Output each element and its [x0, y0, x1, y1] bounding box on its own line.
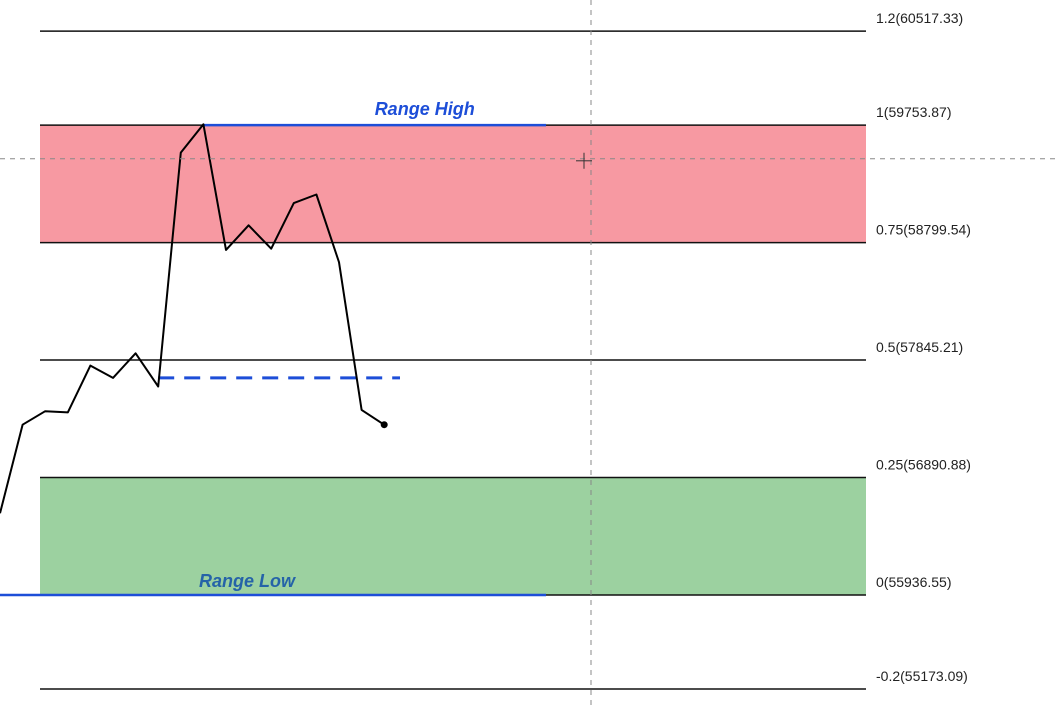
fib-level-label: -0.2(55173.09)	[876, 668, 968, 684]
fib-level-label: 0.5(57845.21)	[876, 339, 963, 355]
fib-level-label: 0.25(56890.88)	[876, 457, 971, 473]
range-high-label: Range High	[375, 99, 475, 119]
fib-level-label: 1(59753.87)	[876, 104, 952, 120]
zone-premium	[40, 125, 866, 243]
fib-level-label: 0.75(58799.54)	[876, 222, 971, 238]
fib-level-label: 1.2(60517.33)	[876, 10, 963, 26]
zone-discount	[40, 477, 866, 596]
range-low-label: Range Low	[199, 571, 296, 591]
last-price-dot	[380, 421, 388, 429]
fib-level-label: 0(55936.55)	[876, 574, 952, 590]
price-series-line[interactable]	[0, 123, 385, 514]
